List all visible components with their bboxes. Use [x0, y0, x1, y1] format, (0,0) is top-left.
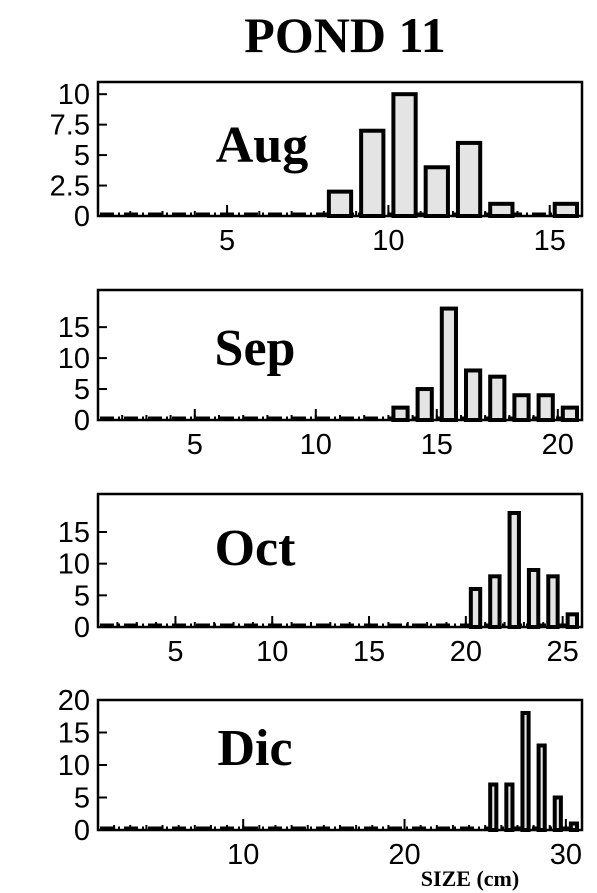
x-tick-label: 25: [547, 636, 579, 668]
x-tick-label: 5: [187, 429, 203, 461]
histogram-bar: [439, 306, 458, 423]
histogram-bar: [415, 387, 434, 422]
y-tick-label: 2.5: [50, 171, 90, 203]
figure-title: POND 11: [244, 7, 445, 63]
x-tick-label: 10: [300, 429, 332, 461]
y-tick-label: 10: [58, 750, 90, 782]
x-tick-label: 5: [167, 636, 183, 668]
histogram-bar: [326, 189, 354, 219]
x-tick-label: 15: [421, 429, 453, 461]
histogram-bar: [464, 368, 483, 423]
histogram-bar: [359, 128, 386, 219]
histogram-bar: [565, 612, 580, 629]
histogram-bar: [488, 574, 502, 629]
y-tick-label: 15: [58, 517, 90, 549]
histogram-bar: [512, 393, 531, 423]
histogram-bar: [423, 165, 450, 218]
panel-frame: [96, 492, 584, 629]
y-tick-label: 15: [58, 718, 90, 750]
histogram-bar: [488, 201, 515, 218]
x-tick-label: 20: [388, 839, 420, 871]
x-tick-label: 10: [227, 839, 259, 871]
y-tick-label: 7.5: [50, 110, 90, 142]
histogram-bar: [536, 743, 547, 832]
x-tick-label: 15: [534, 225, 566, 257]
x-tick-label: 5: [219, 225, 235, 257]
histogram-bar: [488, 782, 499, 832]
x-tick-label: 20: [450, 636, 482, 668]
y-tick-label: 10: [58, 79, 90, 111]
histogram-bar: [536, 393, 555, 423]
x-tick-label: 10: [256, 636, 288, 668]
x-tick-label: 20: [542, 429, 574, 461]
panel-month-label: Aug: [216, 117, 308, 174]
x-axis-label: SIZE (cm): [421, 866, 519, 891]
histogram-bar: [568, 821, 579, 832]
y-tick-label: 10: [58, 343, 90, 375]
panel-month-label: Sep: [215, 320, 296, 377]
y-tick-label: 5: [74, 783, 90, 815]
y-tick-label: 20: [58, 685, 90, 717]
y-tick-label: 5: [74, 580, 90, 612]
histogram-bar: [504, 782, 515, 832]
y-tick-label: 0: [74, 815, 90, 847]
y-tick-label: 0: [74, 201, 90, 233]
histogram-bar: [468, 587, 483, 629]
histogram-bar: [507, 511, 521, 629]
histogram-bar: [552, 795, 563, 832]
histogram-bar: [488, 374, 507, 422]
histogram-bar: [546, 574, 560, 629]
histogram-bar: [455, 140, 483, 218]
x-tick-label: 15: [353, 636, 385, 668]
histogram-bar: [520, 711, 531, 832]
x-tick-label: 30: [550, 839, 582, 871]
y-tick-label: 0: [74, 405, 90, 437]
x-tick-label: 10: [372, 225, 404, 257]
histogram-bar: [391, 405, 410, 423]
y-tick-label: 5: [74, 374, 90, 406]
panel-frame: [96, 288, 584, 422]
histogram-bar: [526, 568, 541, 629]
histogram-bar: [552, 201, 580, 218]
histogram-bar: [560, 405, 579, 423]
panel-month-label: Dic: [217, 720, 292, 777]
y-tick-label: 0: [74, 612, 90, 644]
histogram-bar: [391, 92, 418, 218]
y-tick-label: 15: [58, 312, 90, 344]
panel-month-label: Oct: [215, 520, 297, 577]
y-tick-label: 10: [58, 549, 90, 581]
y-tick-label: 5: [74, 140, 90, 172]
